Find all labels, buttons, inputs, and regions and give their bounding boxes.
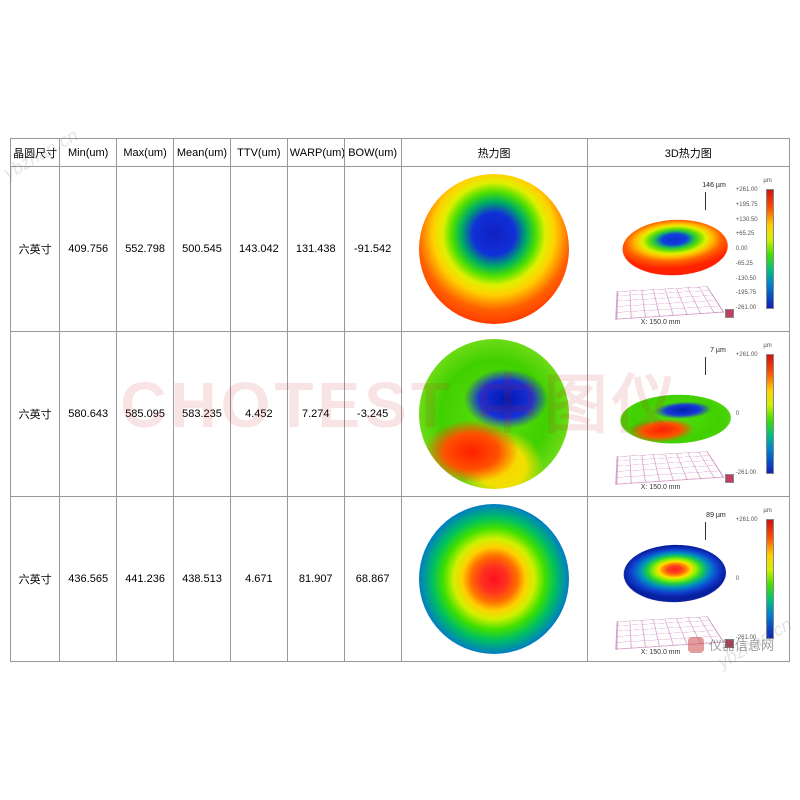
peak-indicator-line xyxy=(705,357,706,375)
axis-x-label: X: 150.0 mm xyxy=(641,319,681,326)
grid-floor xyxy=(615,287,724,320)
mean-cell: 583.235 xyxy=(174,332,231,497)
heatmap-cell xyxy=(401,167,587,332)
surface-3d xyxy=(622,543,735,606)
ttv-cell: 143.042 xyxy=(230,167,287,332)
colorbar xyxy=(766,189,774,309)
min-cell: 436.565 xyxy=(60,497,117,662)
surface-3d xyxy=(622,216,739,281)
peak-label: 146 µm xyxy=(702,182,726,189)
colorbar-unit: µm xyxy=(763,343,771,349)
bow-cell: -91.542 xyxy=(344,167,401,332)
surface-3d xyxy=(619,392,743,449)
table-header-row: 晶圆尺寸 Min(um) Max(um) Mean(um) TTV(um) WA… xyxy=(11,139,790,167)
warp-cell: 81.907 xyxy=(287,497,344,662)
peak-label: 89 µm xyxy=(706,512,726,519)
table-row: 六英寸409.756552.798500.545143.042131.438-9… xyxy=(11,167,790,332)
heatmap-3d: 7 µm X: 150.0 mm µm +261.000-261.00 xyxy=(601,339,776,489)
wafer-data-table: 晶圆尺寸 Min(um) Max(um) Mean(um) TTV(um) WA… xyxy=(10,138,790,662)
col-bow: BOW(um) xyxy=(344,139,401,167)
col-max: Max(um) xyxy=(117,139,174,167)
col-size: 晶圆尺寸 xyxy=(11,139,60,167)
colorbar-ticks: +261.000-261.00 xyxy=(736,352,764,476)
size-cell: 六英寸 xyxy=(11,167,60,332)
heatmap-2d xyxy=(419,174,569,324)
peak-label: 7 µm xyxy=(710,347,726,354)
table-row: 六英寸580.643585.095583.2354.4527.274-3.245… xyxy=(11,332,790,497)
col-min: Min(um) xyxy=(60,139,117,167)
heatmap-2d xyxy=(419,339,569,489)
max-cell: 585.095 xyxy=(117,332,174,497)
max-cell: 441.236 xyxy=(117,497,174,662)
ttv-cell: 4.671 xyxy=(230,497,287,662)
size-cell: 六英寸 xyxy=(11,497,60,662)
min-cell: 409.756 xyxy=(60,167,117,332)
bow-cell: 68.867 xyxy=(344,497,401,662)
warp-cell: 7.274 xyxy=(287,332,344,497)
legend-swatch xyxy=(725,474,734,483)
mean-cell: 500.545 xyxy=(174,167,231,332)
min-cell: 580.643 xyxy=(60,332,117,497)
heatmap-cell xyxy=(401,497,587,662)
col-mean: Mean(um) xyxy=(174,139,231,167)
mean-cell: 438.513 xyxy=(174,497,231,662)
colorbar xyxy=(766,354,774,474)
peak-indicator-line xyxy=(705,522,706,540)
logo-icon xyxy=(688,637,704,653)
legend-swatch xyxy=(725,309,734,318)
colorbar-unit: µm xyxy=(763,178,771,184)
colorbar-ticks: +261.00+195.75+130.50+65.250.00-65.25-13… xyxy=(736,187,764,311)
ttv-cell: 4.452 xyxy=(230,332,287,497)
watermark-bottom-logo: 仪器信息网 xyxy=(688,635,774,654)
heatmap-3d-cell: 7 µm X: 150.0 mm µm +261.000-261.00 xyxy=(587,332,789,497)
colorbar-unit: µm xyxy=(763,508,771,514)
heatmap-cell xyxy=(401,332,587,497)
grid-floor xyxy=(615,452,724,485)
colorbar xyxy=(766,519,774,639)
col-3d: 3D热力图 xyxy=(587,139,789,167)
watermark-bottom-logo-text: 仪器信息网 xyxy=(709,635,774,654)
table-container: ybzhan.cn ybzhan.cn CHOTEST 中图仪 仪器信息网 晶圆… xyxy=(10,138,790,662)
heatmap-2d xyxy=(419,504,569,654)
table-row: 六英寸436.565441.236438.5134.67181.90768.86… xyxy=(11,497,790,662)
max-cell: 552.798 xyxy=(117,167,174,332)
size-cell: 六英寸 xyxy=(11,332,60,497)
col-heat: 热力图 xyxy=(401,139,587,167)
heatmap-3d: 89 µm X: 150.0 mm µm +261.000-261.00 xyxy=(601,504,776,654)
col-warp: WARP(um) xyxy=(287,139,344,167)
warp-cell: 131.438 xyxy=(287,167,344,332)
heatmap-3d-cell: 146 µm X: 150.0 mm µm +261.00+195.75+130.50… xyxy=(587,167,789,332)
axis-x-label: X: 150.0 mm xyxy=(641,484,681,491)
axis-x-label: X: 150.0 mm xyxy=(641,649,681,656)
peak-indicator-line xyxy=(705,192,706,210)
col-ttv: TTV(um) xyxy=(230,139,287,167)
heatmap-3d: 146 µm X: 150.0 mm µm +261.00+195.75+130.50… xyxy=(601,174,776,324)
colorbar-ticks: +261.000-261.00 xyxy=(736,517,764,641)
bow-cell: -3.245 xyxy=(344,332,401,497)
